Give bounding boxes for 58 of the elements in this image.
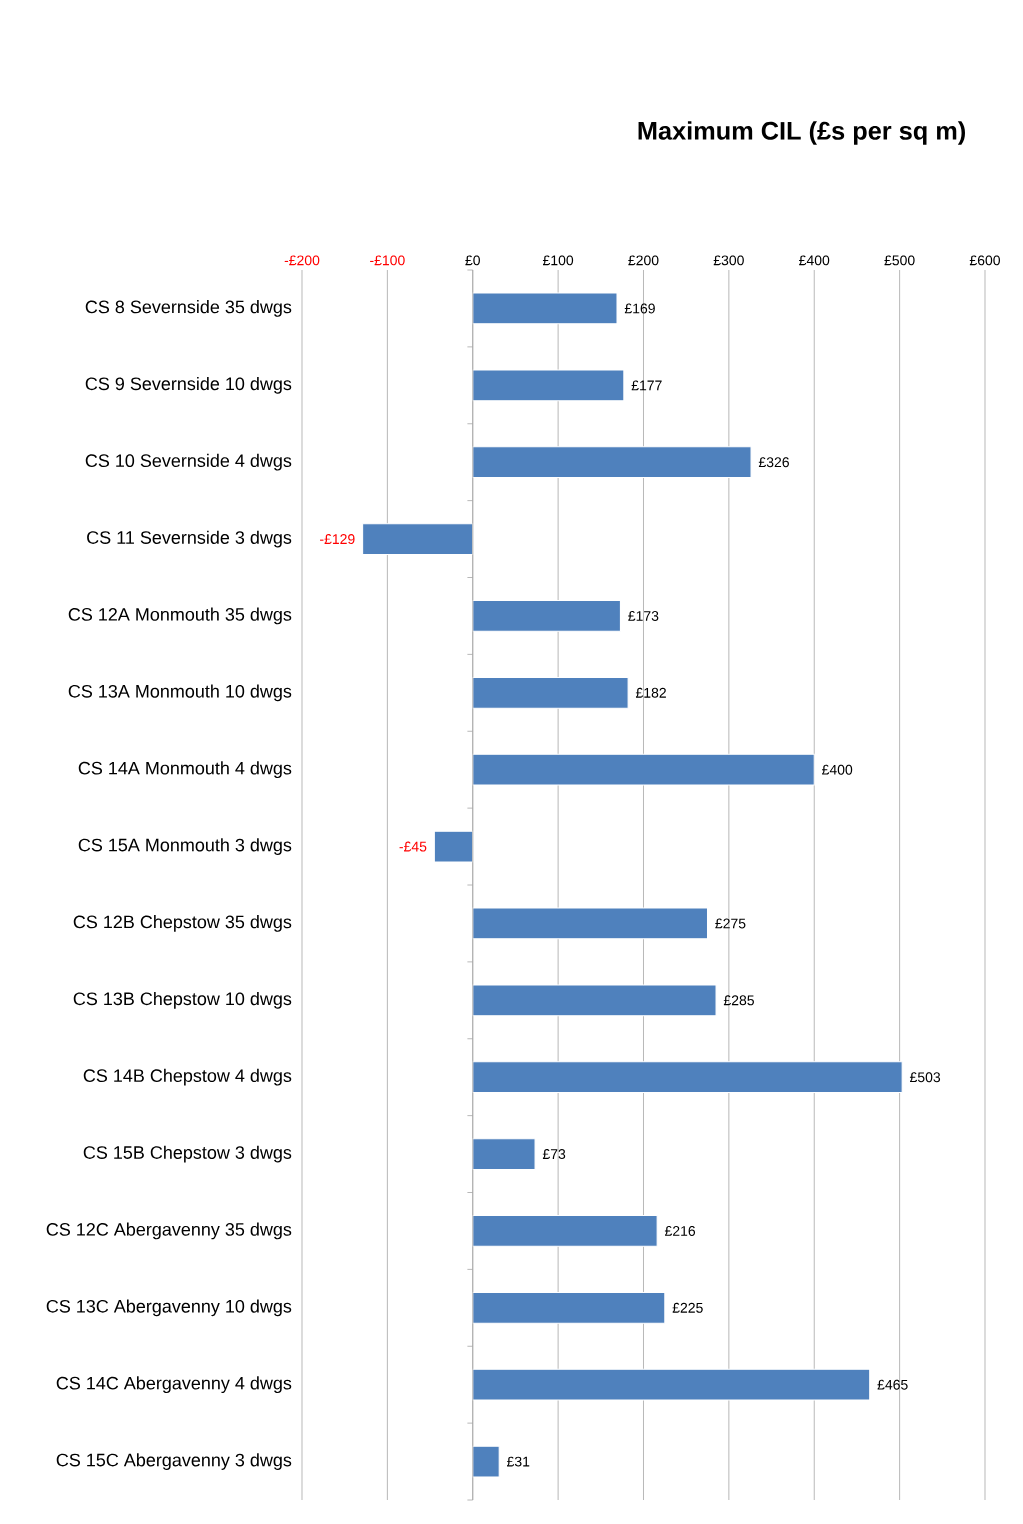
bar bbox=[472, 1445, 500, 1478]
x-tick-label: £600 bbox=[969, 255, 1000, 266]
x-tick-label: £400 bbox=[799, 255, 830, 266]
data-label: £182 bbox=[635, 687, 666, 698]
data-label: £326 bbox=[758, 457, 789, 468]
bar bbox=[472, 676, 629, 709]
bar bbox=[472, 600, 621, 632]
bar bbox=[472, 369, 625, 402]
bar bbox=[362, 523, 474, 555]
data-label: -£45 bbox=[399, 841, 427, 852]
y-tick-label: CS 15C Abergavenny 3 dwgs bbox=[56, 1453, 292, 1470]
bar bbox=[472, 446, 752, 479]
chart-title: Maximum CIL (£s per sq m) bbox=[638, 121, 965, 145]
x-tick-label: -£100 bbox=[370, 255, 405, 266]
data-label: £503 bbox=[909, 1072, 941, 1083]
y-tick-label: CS 12A Monmouth 35 dwgs bbox=[68, 607, 292, 625]
data-label: £73 bbox=[542, 1149, 566, 1160]
y-tick-label: CS 8 Severnside 35 dwgs bbox=[85, 300, 292, 317]
y-tick-label: CS 14A Monmouth 4 dwgs bbox=[78, 761, 292, 779]
bar bbox=[472, 984, 717, 1017]
data-label: -£129 bbox=[320, 534, 355, 545]
bar bbox=[472, 1061, 903, 1094]
y-tick-label: CS 10 Severnside 4 dwgs bbox=[85, 453, 292, 471]
x-tick-label: £100 bbox=[542, 255, 574, 266]
x-tick-label: £500 bbox=[884, 255, 915, 266]
data-label: £285 bbox=[723, 995, 754, 1006]
bar bbox=[472, 1291, 666, 1324]
y-tick-label: CS 12C Abergavenny 35 dwgs bbox=[46, 1222, 292, 1240]
bar bbox=[433, 830, 474, 863]
data-label: £169 bbox=[624, 303, 655, 314]
x-tick-label: -£200 bbox=[284, 255, 320, 266]
data-label: £31 bbox=[506, 1456, 530, 1467]
data-label: £400 bbox=[822, 764, 853, 775]
bar bbox=[472, 292, 618, 325]
x-tick-label: £300 bbox=[713, 255, 744, 266]
data-label: £216 bbox=[664, 1226, 696, 1236]
y-tick-label: CS 13A Monmouth 10 dwgs bbox=[68, 684, 292, 702]
y-tick-label: CS 15B Chepstow 3 dwgs bbox=[83, 1145, 292, 1163]
y-tick-label: CS 12B Chepstow 35 dwgs bbox=[73, 915, 292, 932]
data-label: £465 bbox=[877, 1379, 908, 1390]
data-label: £177 bbox=[631, 380, 662, 391]
x-tick-label: £0 bbox=[465, 255, 480, 266]
y-tick-label: CS 13C Abergavenny 10 dwgs bbox=[46, 1299, 292, 1317]
y-tick-label: CS 9 Severnside 10 dwgs bbox=[85, 376, 292, 394]
data-label: £173 bbox=[628, 611, 659, 621]
bar bbox=[472, 1138, 536, 1170]
bar bbox=[472, 753, 815, 786]
y-tick-label: CS 14C Abergavenny 4 dwgs bbox=[56, 1376, 292, 1394]
x-tick-label: £200 bbox=[628, 255, 659, 266]
bar bbox=[472, 907, 709, 940]
bar bbox=[472, 1368, 871, 1401]
y-tick-label: CS 15A Monmouth 3 dwgs bbox=[78, 838, 292, 855]
data-label: £275 bbox=[715, 918, 746, 929]
bar bbox=[472, 1215, 658, 1247]
y-tick-label: CS 14B Chepstow 4 dwgs bbox=[83, 1068, 292, 1086]
y-tick-label: CS 11 Severnside 3 dwgs bbox=[87, 530, 292, 548]
y-tick-label: CS 13B Chepstow 10 dwgs bbox=[73, 991, 292, 1009]
data-label: £225 bbox=[672, 1302, 703, 1313]
